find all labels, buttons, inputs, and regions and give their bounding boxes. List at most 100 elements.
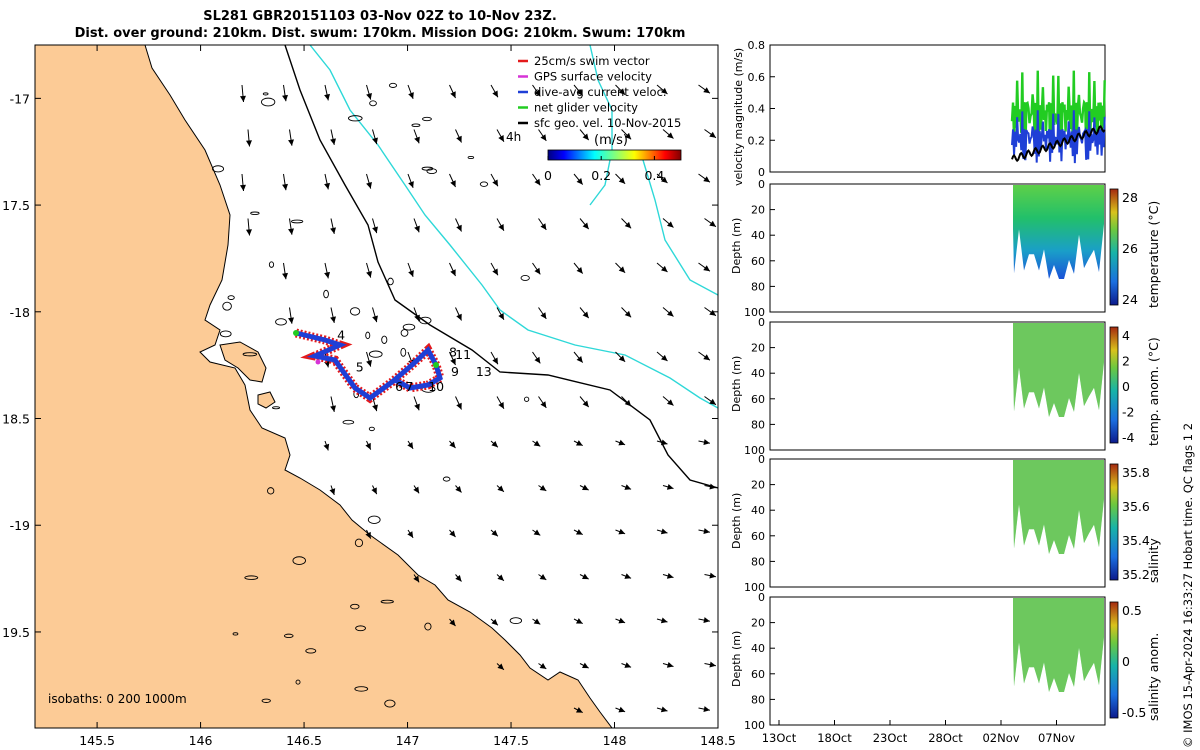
time-tick-label: 02Nov [982, 731, 1019, 745]
track-day-label: 11 [455, 347, 471, 362]
isobath-1000 [309, 45, 718, 409]
map-x-tick-label: 148.5 [700, 733, 736, 748]
figure-title-line1: SL281 GBR20151103 03-Nov 02Z to 10-Nov 2… [203, 9, 557, 24]
isobath-1000-inlet [589, 45, 613, 206]
depth-tick-label: 20 [751, 617, 765, 630]
colorbar-tick-label: 0 [544, 168, 552, 183]
colorbar-label: (m/s) [594, 133, 628, 148]
map-y-tick-label: -19 [10, 518, 30, 533]
depth-tick-label: 20 [751, 204, 765, 217]
depth-tick-label: 100 [744, 444, 765, 457]
depth-tick-label: 40 [751, 504, 765, 517]
track-day-label: 5 [356, 360, 364, 375]
legend-label: sfc geo. vel. 10-Nov-2015 [534, 116, 681, 130]
map-x-tick-label: 147 [396, 733, 420, 748]
depth-tick-label: 80 [751, 418, 765, 431]
profile-data [1013, 460, 1104, 554]
map-panel: 145.5 146 146.5 147 147.5 148 148.5 -17 17.5 -18 1… [2, 44, 736, 748]
cb-tick-label: 35.2 [1122, 567, 1150, 582]
depth-tick-label: 100 [744, 306, 765, 319]
depth-tick-label: 0 [758, 453, 765, 466]
map-x-tick-label: 146 [189, 733, 213, 748]
profile-panel-sal_anom: 0 20 40 60 80 100 Depth (m) 0.5 0 -0.5 salinity an… [730, 591, 1161, 732]
cb-label: salinity anom. [1146, 633, 1161, 721]
map-x-tick-label: 145.5 [79, 733, 115, 748]
depth-tick-label: 80 [751, 555, 765, 568]
depth-tick-label: 60 [751, 255, 765, 268]
time-tick-label: 07Nov [1038, 731, 1075, 745]
track-day-label: 8 [449, 345, 457, 360]
time-axis: 13Oct 18Oct 23Oct 28Oct 02Nov 07Nov [762, 720, 1075, 745]
cb-tick-label: -0.5 [1122, 705, 1146, 720]
map-x-tick-label: 147.5 [493, 733, 529, 748]
track-day-label: 13 [476, 364, 492, 379]
legend-label: net glider velocity [534, 101, 638, 115]
figure-title-line2: Dist. over ground: 210km. Dist. swum: 17… [74, 26, 686, 41]
profile-panel-salinity: 0 20 40 60 80 100 Depth (m) 35.8 35.6 35.4 35.2sal… [730, 453, 1161, 594]
cb-tick-label: 0.5 [1122, 603, 1142, 618]
track-day-label: 10 [428, 379, 444, 394]
time-tick-label: 18Oct [817, 731, 852, 745]
cb-tick-label: 0 [1122, 654, 1130, 669]
time-tick-label: 28Oct [928, 731, 963, 745]
cb-tick-label: 28 [1122, 190, 1138, 205]
velocity-tick-label: 0.8 [748, 39, 766, 52]
map-x-tick-label: 148 [603, 733, 627, 748]
isobath-1000-north [639, 149, 718, 296]
depth-tick-label: 40 [751, 367, 765, 380]
cb-label: temp. anom. (°C) [1146, 337, 1161, 446]
map-y-tick-label: -17 [10, 91, 30, 106]
cb-tick-label: -4 [1122, 430, 1135, 445]
cb-label: temperature (°C) [1146, 201, 1161, 308]
depth-tick-label: 60 [751, 393, 765, 406]
velocity-tick-label: 0.4 [748, 103, 766, 116]
cb-tick-label: 2 [1122, 354, 1130, 369]
cb-label: salinity [1146, 538, 1161, 583]
map-y-tick-label: -18 [10, 305, 30, 320]
isobaths-label: isobaths: 0 200 1000m [48, 692, 187, 706]
cb-tick-label: 4 [1122, 328, 1130, 343]
map-y-tick-label: 17.5 [2, 198, 30, 213]
profile-panel-temperature: 0 20 40 60 80 100 Depth (m) 28 26 24 temperature (… [730, 178, 1161, 319]
depth-tick-label: 20 [751, 342, 765, 355]
track-day-label: 9 [451, 364, 459, 379]
track-day-label: 7 [405, 379, 413, 394]
depth-tick-label: 60 [751, 668, 765, 681]
velocity-tick-label: 0 [758, 166, 765, 179]
legend-label: GPS surface velocity [534, 70, 652, 84]
depth-tick-label: 100 [744, 719, 765, 732]
cb-tick-label: 35.4 [1122, 533, 1150, 548]
isobath-200 [284, 45, 718, 489]
cb-tick-label: 24 [1122, 292, 1138, 307]
map-legend: 25cm/s swim vector GPS surface velocitydi… [518, 54, 681, 130]
depth-tick-label: 40 [751, 229, 765, 242]
velocity-axis: 0.8 0.6 0.4 0.2 0 [748, 39, 775, 179]
credit-text: © IMOS 15-Apr-2024 16:33:27 Hobart time.… [1181, 422, 1195, 748]
depth-tick-label: 40 [751, 642, 765, 655]
legend-label: dive-avg current veloc. [534, 85, 667, 99]
depth-ylabel: Depth (m) [730, 218, 743, 274]
geostrophic-velocity-arrows [239, 84, 717, 714]
map-x-tick-label: 146.5 [286, 733, 322, 748]
island-palm [257, 391, 276, 409]
track-day-label: 6 [395, 379, 403, 394]
track-day-label: 4 [337, 328, 345, 343]
map-axes: 145.5 146 146.5 147 147.5 148 148.5 -17 17.5 -18 1… [2, 45, 736, 748]
coastline-land [35, 45, 613, 728]
colorbar-tick-label: 0.2 [591, 168, 611, 183]
glider-track [293, 328, 446, 404]
cb-tick-label: 0 [1122, 379, 1130, 394]
legend-label: 25cm/s swim vector [534, 54, 650, 68]
velocity-ylabel: velocity magnitude (m/s) [732, 48, 745, 186]
depth-tick-label: 20 [751, 479, 765, 492]
cb-tick-label: 35.6 [1122, 499, 1150, 514]
speed-colorbar: (m/s) 0 0.2 0.4 [544, 133, 682, 183]
island-hinchinbrook [219, 341, 267, 383]
depth-ylabel: Depth (m) [730, 493, 743, 549]
colorbar-tick-label: 0.4 [644, 168, 664, 183]
depth-ylabel: Depth (m) [730, 631, 743, 687]
depth-tick-label: 80 [751, 280, 765, 293]
cb-tick-label: 35.8 [1122, 465, 1150, 480]
